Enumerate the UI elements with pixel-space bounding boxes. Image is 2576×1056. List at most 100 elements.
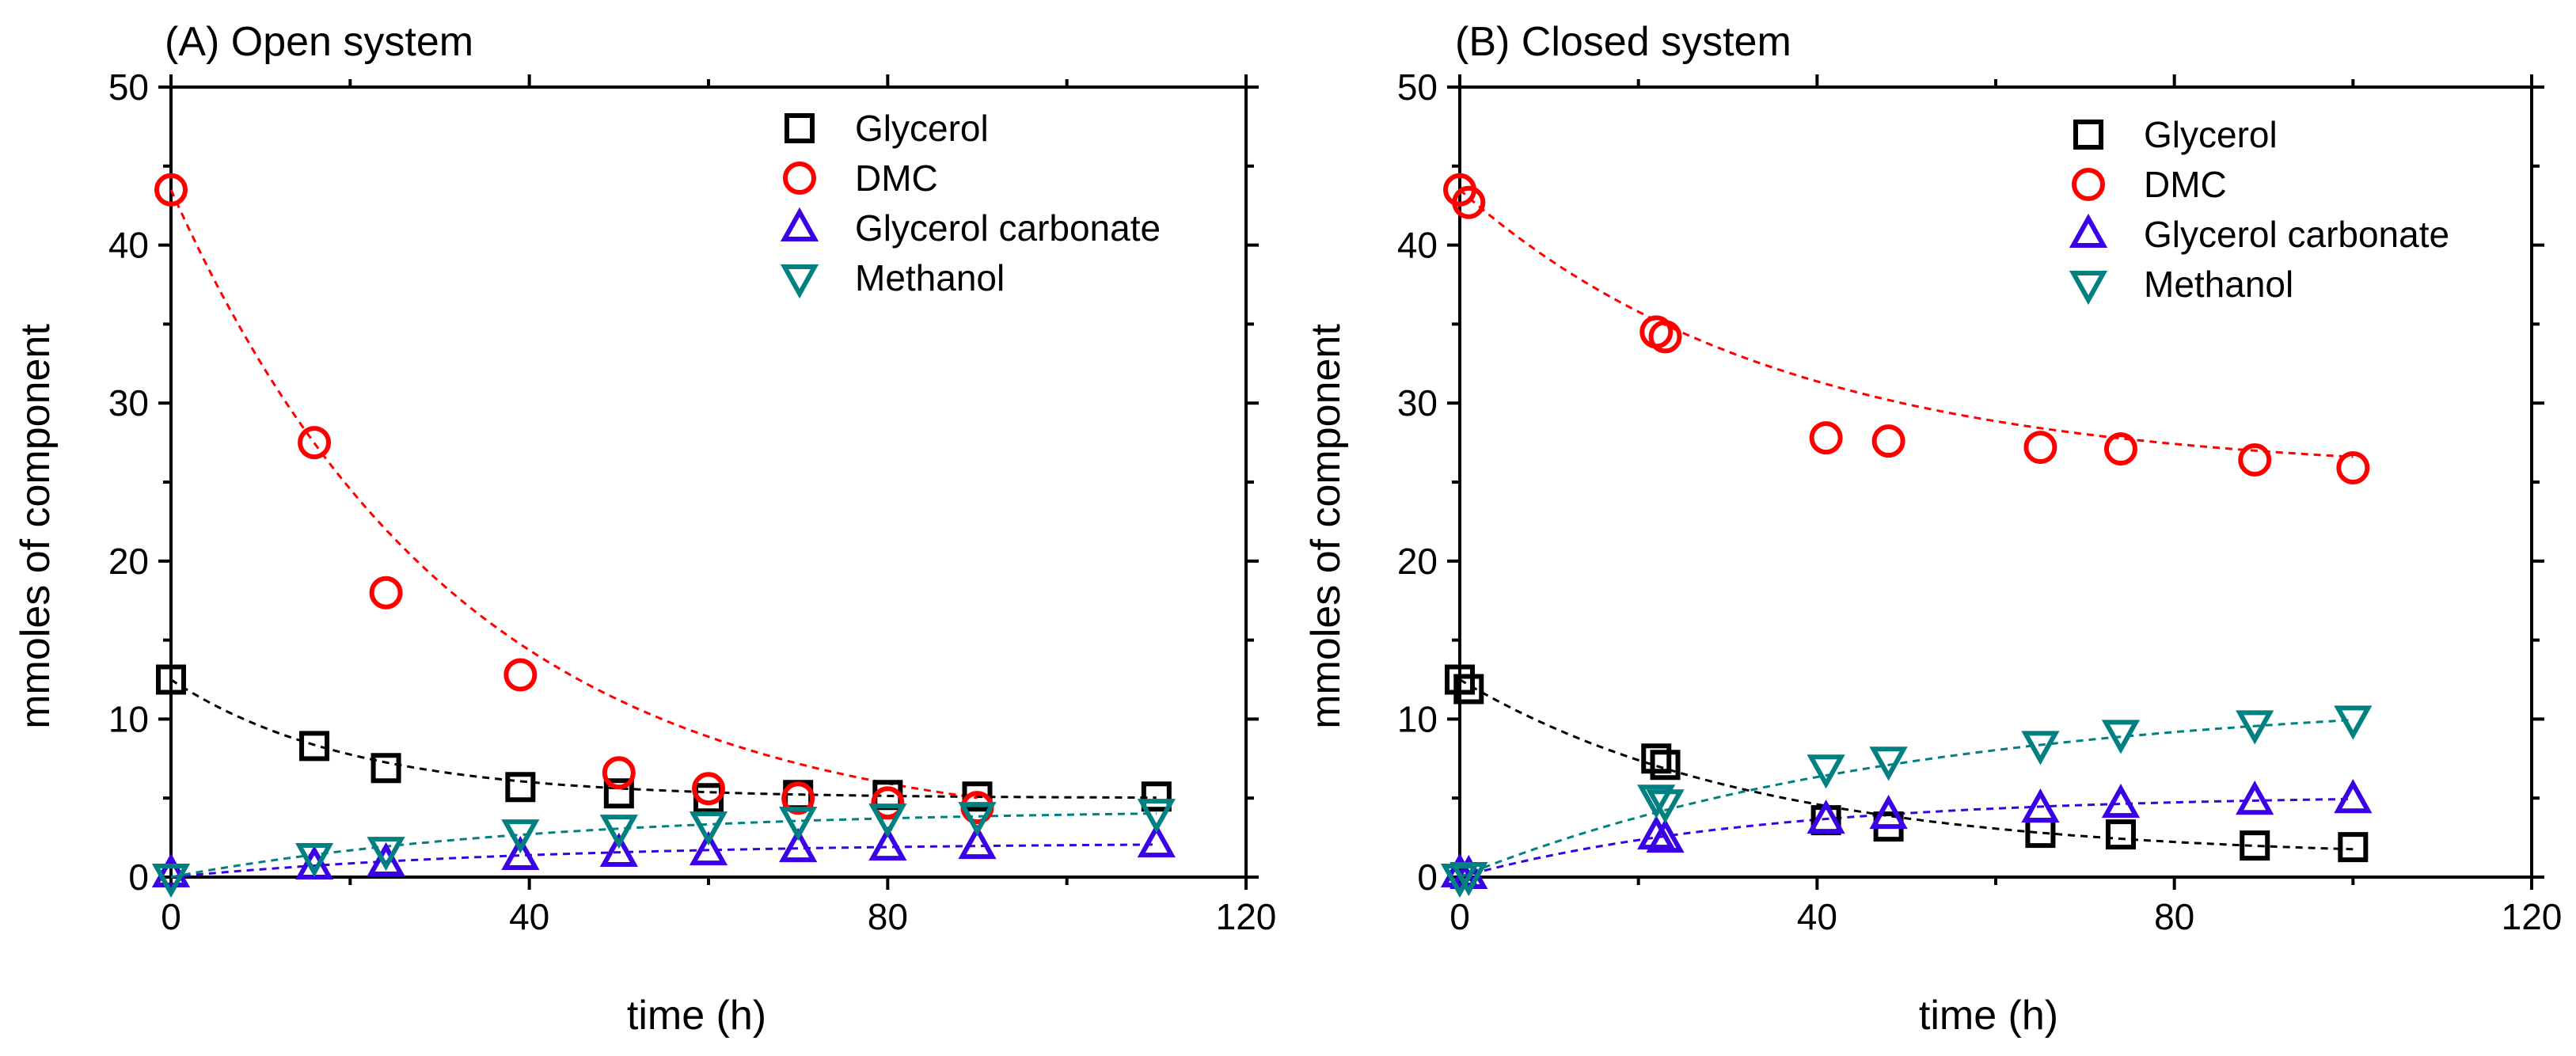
data-point: [603, 778, 634, 809]
data-point: [692, 772, 725, 806]
x-tick-label: 40: [509, 896, 549, 937]
legend-marker: [780, 264, 819, 299]
data-point: [370, 753, 401, 784]
data-point: [2238, 443, 2272, 477]
data-point: [2105, 819, 2136, 850]
data-point: [1807, 799, 1845, 834]
data-point: [294, 843, 334, 878]
legend-label: DMC: [855, 158, 938, 199]
y-tick-label: 40: [108, 225, 149, 266]
panel-open-system: (A) Open system time (h) mmoles of compo…: [13, 19, 1276, 1039]
legend-label: Glycerol carbonate: [855, 207, 1161, 249]
data-point: [689, 811, 728, 846]
legend-label: Glycerol: [855, 108, 989, 149]
legend-label: Glycerol carbonate: [2144, 214, 2449, 255]
panel-closed-system: (B) Closed system time (h) mmoles of com…: [1303, 19, 2562, 1039]
legend-marker: [785, 113, 815, 143]
legend-label: Glycerol: [2144, 114, 2278, 155]
data-point: [1137, 799, 1176, 834]
legend-marker: [2069, 213, 2108, 248]
data-point: [1637, 784, 1676, 819]
x-tick-label: 0: [161, 896, 181, 937]
y-tick-label: 0: [1417, 857, 1438, 898]
x-tick-label: 40: [1797, 896, 1837, 937]
series-glycerol: [156, 664, 1172, 814]
plot-frame: [1458, 85, 2533, 879]
x-tick-label: 120: [1216, 896, 1277, 937]
y-tick-label: 30: [1397, 382, 1438, 424]
data-point: [2334, 779, 2373, 814]
y-tick-label: 40: [1397, 225, 1438, 266]
series-glycerol-carbonate: [1440, 779, 2373, 889]
data-point: [2101, 720, 2141, 754]
data-point: [2023, 431, 2057, 465]
data-point: [156, 664, 186, 695]
data-point: [2240, 830, 2270, 861]
legend-label: Methanol: [2144, 264, 2293, 305]
data-point: [298, 426, 332, 460]
data-point: [1646, 789, 1685, 824]
series-dmc: [154, 173, 994, 825]
data-point: [2236, 781, 2274, 815]
data-point: [2336, 451, 2370, 485]
data-point: [2101, 784, 2141, 819]
data-point: [779, 827, 818, 863]
data-point: [1641, 743, 1672, 774]
legend-label: DMC: [2144, 164, 2227, 205]
y-tick-label: 30: [108, 382, 149, 424]
fit-line-glycerol-carbonate: [1459, 797, 2354, 879]
data-point: [367, 837, 405, 872]
data-point: [1869, 795, 1908, 830]
data-point: [2236, 710, 2274, 745]
legend-marker: [2072, 168, 2105, 201]
data-point: [2103, 432, 2137, 466]
data-point: [367, 841, 405, 877]
data-point: [1452, 185, 1486, 219]
data-point: [501, 819, 540, 854]
data-point: [958, 824, 997, 860]
data-point: [2334, 705, 2373, 740]
data-point: [1807, 754, 1845, 789]
data-point: [1453, 674, 1484, 705]
plot-frame: [169, 85, 1248, 879]
data-point: [1871, 424, 1905, 458]
x-axis-title: time (h): [627, 993, 766, 1039]
fit-line-glycerol: [1459, 678, 2354, 851]
series-dmc: [1443, 173, 2370, 485]
data-point: [1650, 750, 1681, 781]
legend-marker: [780, 207, 819, 241]
y-tick-label: 50: [108, 66, 149, 108]
data-point: [1869, 746, 1908, 781]
data-point: [1873, 811, 1904, 842]
data-point: [2021, 731, 2060, 765]
series-methanol: [151, 799, 1176, 898]
y-axis-title: mmoles of component: [1303, 324, 1349, 729]
data-point: [505, 772, 536, 803]
fit-line-methanol: [1459, 719, 2354, 879]
y-tick-label: 20: [1397, 541, 1438, 582]
y-tick-label: 20: [108, 541, 149, 582]
fit-line-glycerol: [170, 678, 1157, 800]
data-point: [1141, 781, 1172, 812]
legend-marker: [2069, 271, 2108, 306]
data-point: [602, 756, 636, 790]
y-tick-label: 10: [108, 698, 149, 739]
legend: Glycerol DMC Glycerol carbonate Methanol: [780, 108, 1161, 299]
data-point: [868, 826, 907, 861]
data-point: [599, 832, 638, 868]
data-point: [2021, 788, 2060, 823]
data-point: [1637, 815, 1676, 850]
data-point: [1445, 664, 1475, 695]
data-point: [1809, 421, 1843, 455]
y-tick-label: 0: [128, 857, 149, 898]
data-point: [781, 781, 815, 815]
legend-marker: [2073, 120, 2103, 150]
data-point: [154, 173, 188, 207]
fit-line-methanol: [170, 812, 1157, 879]
data-point: [868, 803, 907, 838]
data-point: [2338, 832, 2369, 863]
data-point: [693, 783, 724, 814]
data-point: [958, 802, 997, 837]
data-point: [299, 731, 330, 762]
